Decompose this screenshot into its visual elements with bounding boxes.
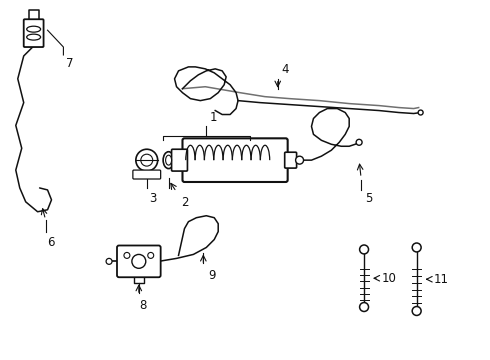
Ellipse shape xyxy=(26,26,41,32)
Circle shape xyxy=(136,149,158,171)
Circle shape xyxy=(132,255,146,268)
Text: 6: 6 xyxy=(48,235,55,248)
FancyBboxPatch shape xyxy=(172,149,188,171)
Circle shape xyxy=(148,252,154,258)
Text: 9: 9 xyxy=(208,269,216,282)
FancyBboxPatch shape xyxy=(182,138,288,182)
Circle shape xyxy=(412,306,421,315)
Circle shape xyxy=(295,156,303,164)
Ellipse shape xyxy=(163,152,174,168)
Circle shape xyxy=(360,245,368,254)
Text: 1: 1 xyxy=(209,112,217,125)
Circle shape xyxy=(141,154,153,166)
Circle shape xyxy=(360,302,368,311)
FancyBboxPatch shape xyxy=(285,152,296,168)
FancyBboxPatch shape xyxy=(24,19,44,47)
Text: 7: 7 xyxy=(66,57,74,70)
Text: 10: 10 xyxy=(382,272,397,285)
Circle shape xyxy=(356,139,362,145)
Ellipse shape xyxy=(166,155,171,165)
Circle shape xyxy=(412,243,421,252)
Text: 8: 8 xyxy=(139,299,147,312)
FancyBboxPatch shape xyxy=(117,246,161,277)
Text: 2: 2 xyxy=(181,196,188,209)
FancyBboxPatch shape xyxy=(133,170,161,179)
Circle shape xyxy=(106,258,112,264)
Text: 3: 3 xyxy=(149,192,156,205)
Circle shape xyxy=(418,110,423,115)
Circle shape xyxy=(124,252,130,258)
Text: 5: 5 xyxy=(365,192,372,205)
Ellipse shape xyxy=(26,34,41,40)
Text: 11: 11 xyxy=(434,273,448,286)
Text: 4: 4 xyxy=(282,63,289,76)
